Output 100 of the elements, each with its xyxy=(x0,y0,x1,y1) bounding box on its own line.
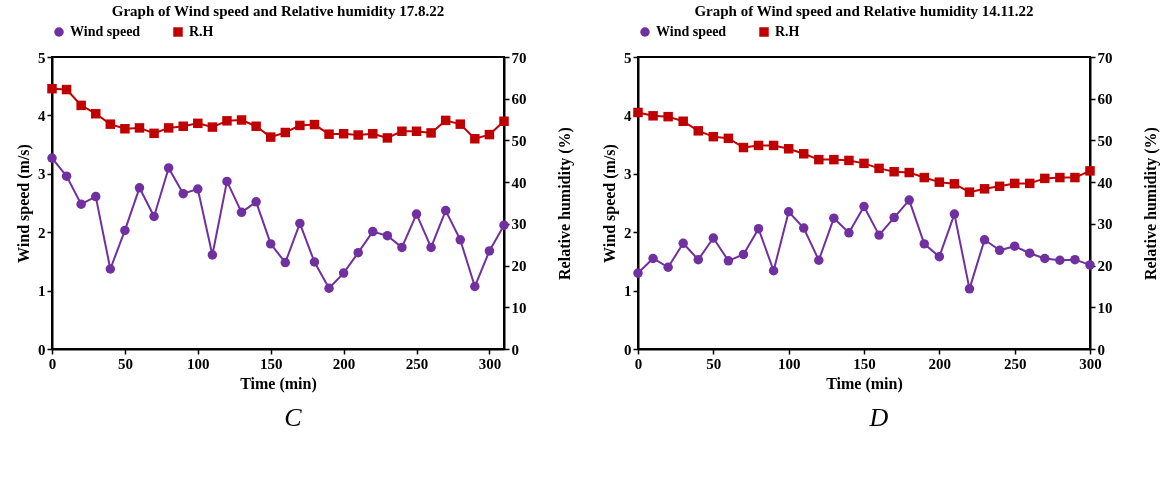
point xyxy=(677,238,688,249)
point xyxy=(693,254,703,265)
y2-tick-label: 60 xyxy=(1097,91,1112,108)
x-tick-label: 0 xyxy=(48,355,56,372)
point xyxy=(783,207,793,217)
y-axis-title: Wind speed (m/s) xyxy=(14,144,33,263)
point xyxy=(338,129,348,139)
x-tick-label: 0 xyxy=(634,355,642,372)
point xyxy=(396,126,407,136)
point xyxy=(858,201,869,212)
point xyxy=(1024,248,1034,258)
point xyxy=(411,209,421,219)
point xyxy=(949,209,959,219)
point xyxy=(61,171,71,181)
point xyxy=(813,154,824,165)
point xyxy=(1009,241,1019,251)
point xyxy=(888,212,899,223)
point xyxy=(265,132,275,142)
point xyxy=(813,255,824,265)
x-tick-label: 50 xyxy=(117,355,133,372)
point xyxy=(738,249,748,260)
point xyxy=(207,122,217,132)
point xyxy=(994,181,1004,192)
text: C xyxy=(284,403,302,433)
y2-tick-label: 20 xyxy=(1097,258,1112,275)
point xyxy=(148,211,159,222)
y2-tick-label: 30 xyxy=(511,216,526,233)
y2-axis-title: Relative humidity (%) xyxy=(555,127,573,280)
y-tick-label: 2 xyxy=(37,224,45,241)
y-tick-label: 4 xyxy=(623,107,632,124)
chart-title: Graph of Wind speed and Relative humidity 14.11.22 xyxy=(693,3,1034,19)
point xyxy=(798,223,808,233)
point xyxy=(753,223,763,234)
y-tick-label: 5 xyxy=(37,49,45,66)
point xyxy=(1024,178,1034,189)
point xyxy=(425,242,436,253)
y2-tick-label: 50 xyxy=(1097,132,1112,149)
point xyxy=(367,129,378,139)
point xyxy=(46,153,57,163)
point xyxy=(61,84,71,95)
point xyxy=(236,207,246,218)
point xyxy=(768,140,778,151)
point xyxy=(723,256,733,266)
y2-tick-label: 0 xyxy=(511,341,519,358)
point xyxy=(873,163,884,174)
y2-tick-label: 30 xyxy=(1097,216,1112,233)
point xyxy=(768,266,778,276)
point xyxy=(455,235,465,245)
point xyxy=(382,230,392,241)
x-tick-label: 300 xyxy=(478,355,501,372)
point xyxy=(119,124,130,134)
legend-label: Wind speed xyxy=(69,24,140,39)
x-tick-label: 150 xyxy=(259,355,282,372)
point xyxy=(934,251,944,262)
point xyxy=(693,126,703,136)
point xyxy=(396,242,407,253)
point xyxy=(1084,260,1095,270)
point xyxy=(163,163,173,173)
point xyxy=(440,115,450,126)
point xyxy=(498,220,509,230)
point xyxy=(979,184,989,194)
point xyxy=(708,131,718,142)
point xyxy=(90,108,100,119)
x-tick-label: 50 xyxy=(705,355,721,372)
point xyxy=(994,245,1004,256)
x-axis-title: Time (min) xyxy=(825,374,903,393)
point xyxy=(677,116,688,126)
y-tick-label: 3 xyxy=(623,166,631,183)
legend-label: R.H xyxy=(188,24,214,39)
point xyxy=(280,127,290,138)
x-axis-title: Time (min) xyxy=(239,374,317,393)
point xyxy=(723,133,733,144)
x-tick-label: 100 xyxy=(186,355,210,372)
y2-tick-label: 50 xyxy=(511,132,526,149)
point xyxy=(843,228,854,238)
point xyxy=(323,283,334,293)
point xyxy=(90,191,100,202)
point xyxy=(662,262,673,272)
x-tick-label: 250 xyxy=(1003,355,1026,372)
point xyxy=(949,179,959,189)
point xyxy=(338,268,348,278)
point xyxy=(352,130,363,140)
point xyxy=(367,226,378,237)
point xyxy=(177,188,188,199)
point xyxy=(484,246,494,256)
legend-label: R.H xyxy=(774,24,800,39)
point xyxy=(1039,253,1050,264)
point xyxy=(148,128,159,139)
point xyxy=(738,142,748,153)
point xyxy=(455,119,465,129)
point xyxy=(425,128,436,138)
point xyxy=(873,230,884,240)
point xyxy=(1084,166,1095,176)
text: D xyxy=(869,403,889,433)
y-tick-label: 5 xyxy=(623,49,631,66)
point xyxy=(207,250,217,260)
point xyxy=(858,158,869,169)
y2-axis-title: Relative humidity (%) xyxy=(1141,127,1159,280)
point xyxy=(753,140,763,151)
point xyxy=(647,253,658,264)
